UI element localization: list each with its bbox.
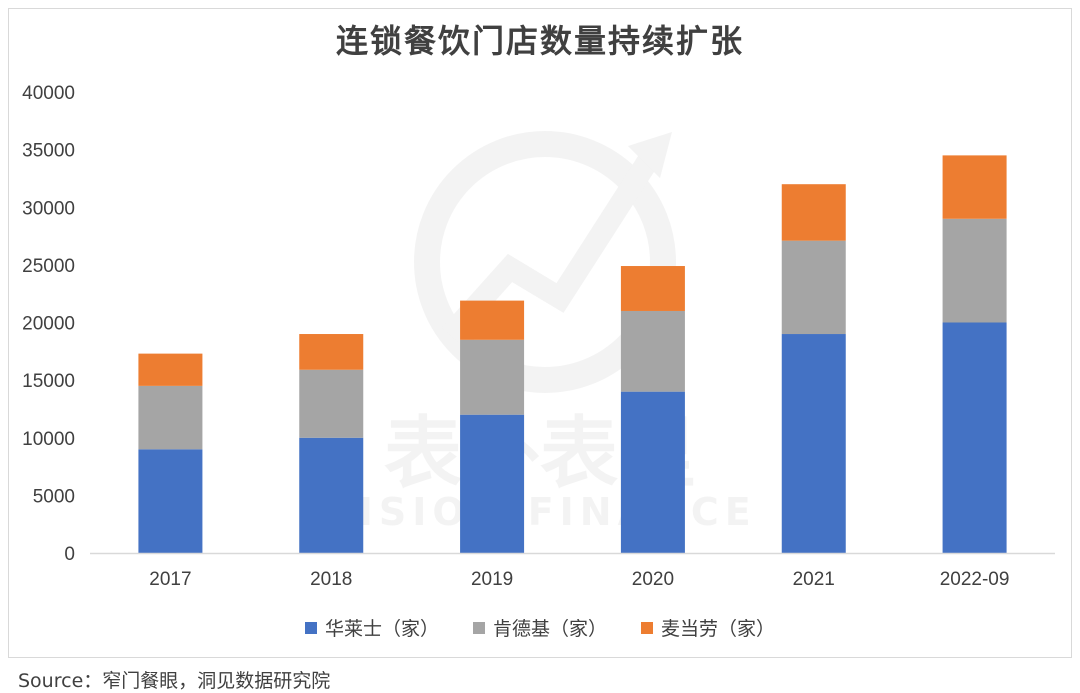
y-tick-label: 10000: [22, 429, 75, 450]
watermark: 表外表里 VISION FINANCE: [323, 131, 756, 534]
bar-segment-1-2022-09: [942, 322, 1007, 553]
bar-segment-3-2018: [299, 334, 364, 370]
watermark-english: VISION FINANCE: [323, 490, 756, 534]
x-tick-label: 2020: [632, 569, 674, 590]
bar-segment-2-2020: [620, 310, 685, 392]
bars: [138, 155, 1007, 553]
x-axis: 2017 2018 2019 2020 2021 2022-09: [90, 552, 1055, 590]
source-note: Source：窄门餐眼，洞见数据研究院: [18, 670, 331, 692]
bar-segment-3-2022-09: [942, 155, 1007, 219]
legend-swatch: [641, 621, 653, 634]
bar-segment-2-2022-09: [942, 218, 1007, 323]
y-tick-label: 15000: [22, 371, 75, 392]
bar-segment-1-2017: [138, 449, 203, 553]
bar-segment-3-2019: [460, 300, 525, 340]
x-tick-label: 2017: [149, 569, 191, 590]
bar-segment-2-2019: [460, 339, 525, 415]
y-tick-label: 40000: [22, 83, 75, 104]
x-tick-label: 2018: [310, 569, 352, 590]
y-tick-label: 5000: [33, 486, 75, 507]
legend-swatch: [472, 621, 485, 634]
legend: 华莱士（家） 肯德基（家） 麦当劳（家）: [0, 614, 1080, 641]
bar-segment-3-2021: [781, 184, 846, 241]
bar-segment-1-2018: [299, 437, 364, 553]
y-tick-label: 25000: [22, 256, 75, 277]
bar-segment-1-2021: [781, 334, 846, 553]
legend-label: 麦当劳（家）: [661, 618, 776, 640]
legend-label: 肯德基（家）: [492, 618, 607, 640]
legend-swatch: [304, 621, 317, 634]
bar-segment-2-2018: [299, 369, 364, 438]
bar-segment-2-2017: [138, 385, 203, 450]
bar-segment-2-2021: [781, 240, 846, 335]
chart-title: 连锁餐饮门店数量持续扩张: [335, 22, 744, 60]
y-tick-label: 0: [64, 544, 75, 565]
legend-item-2: 肯德基（家）: [472, 614, 607, 641]
bar-segment-3-2017: [138, 353, 203, 386]
bar-segment-1-2019: [460, 414, 525, 553]
y-tick-label: 30000: [22, 198, 75, 219]
legend-label: 华莱士（家）: [324, 618, 439, 640]
y-axis: 0 5000 10000 15000 20000 25000 30000 35000 40000: [22, 83, 75, 565]
x-tick-label: 2021: [793, 569, 835, 590]
x-tick-label: 2022-09: [940, 569, 1010, 590]
y-tick-label: 20000: [22, 314, 75, 335]
bar-segment-3-2020: [620, 266, 685, 311]
x-tick-label: 2019: [471, 569, 513, 590]
legend-item-3: 麦当劳（家）: [641, 614, 775, 641]
bar-segment-1-2020: [620, 391, 685, 553]
y-tick-label: 35000: [22, 141, 75, 162]
legend-item-1: 华莱士（家）: [304, 614, 439, 641]
